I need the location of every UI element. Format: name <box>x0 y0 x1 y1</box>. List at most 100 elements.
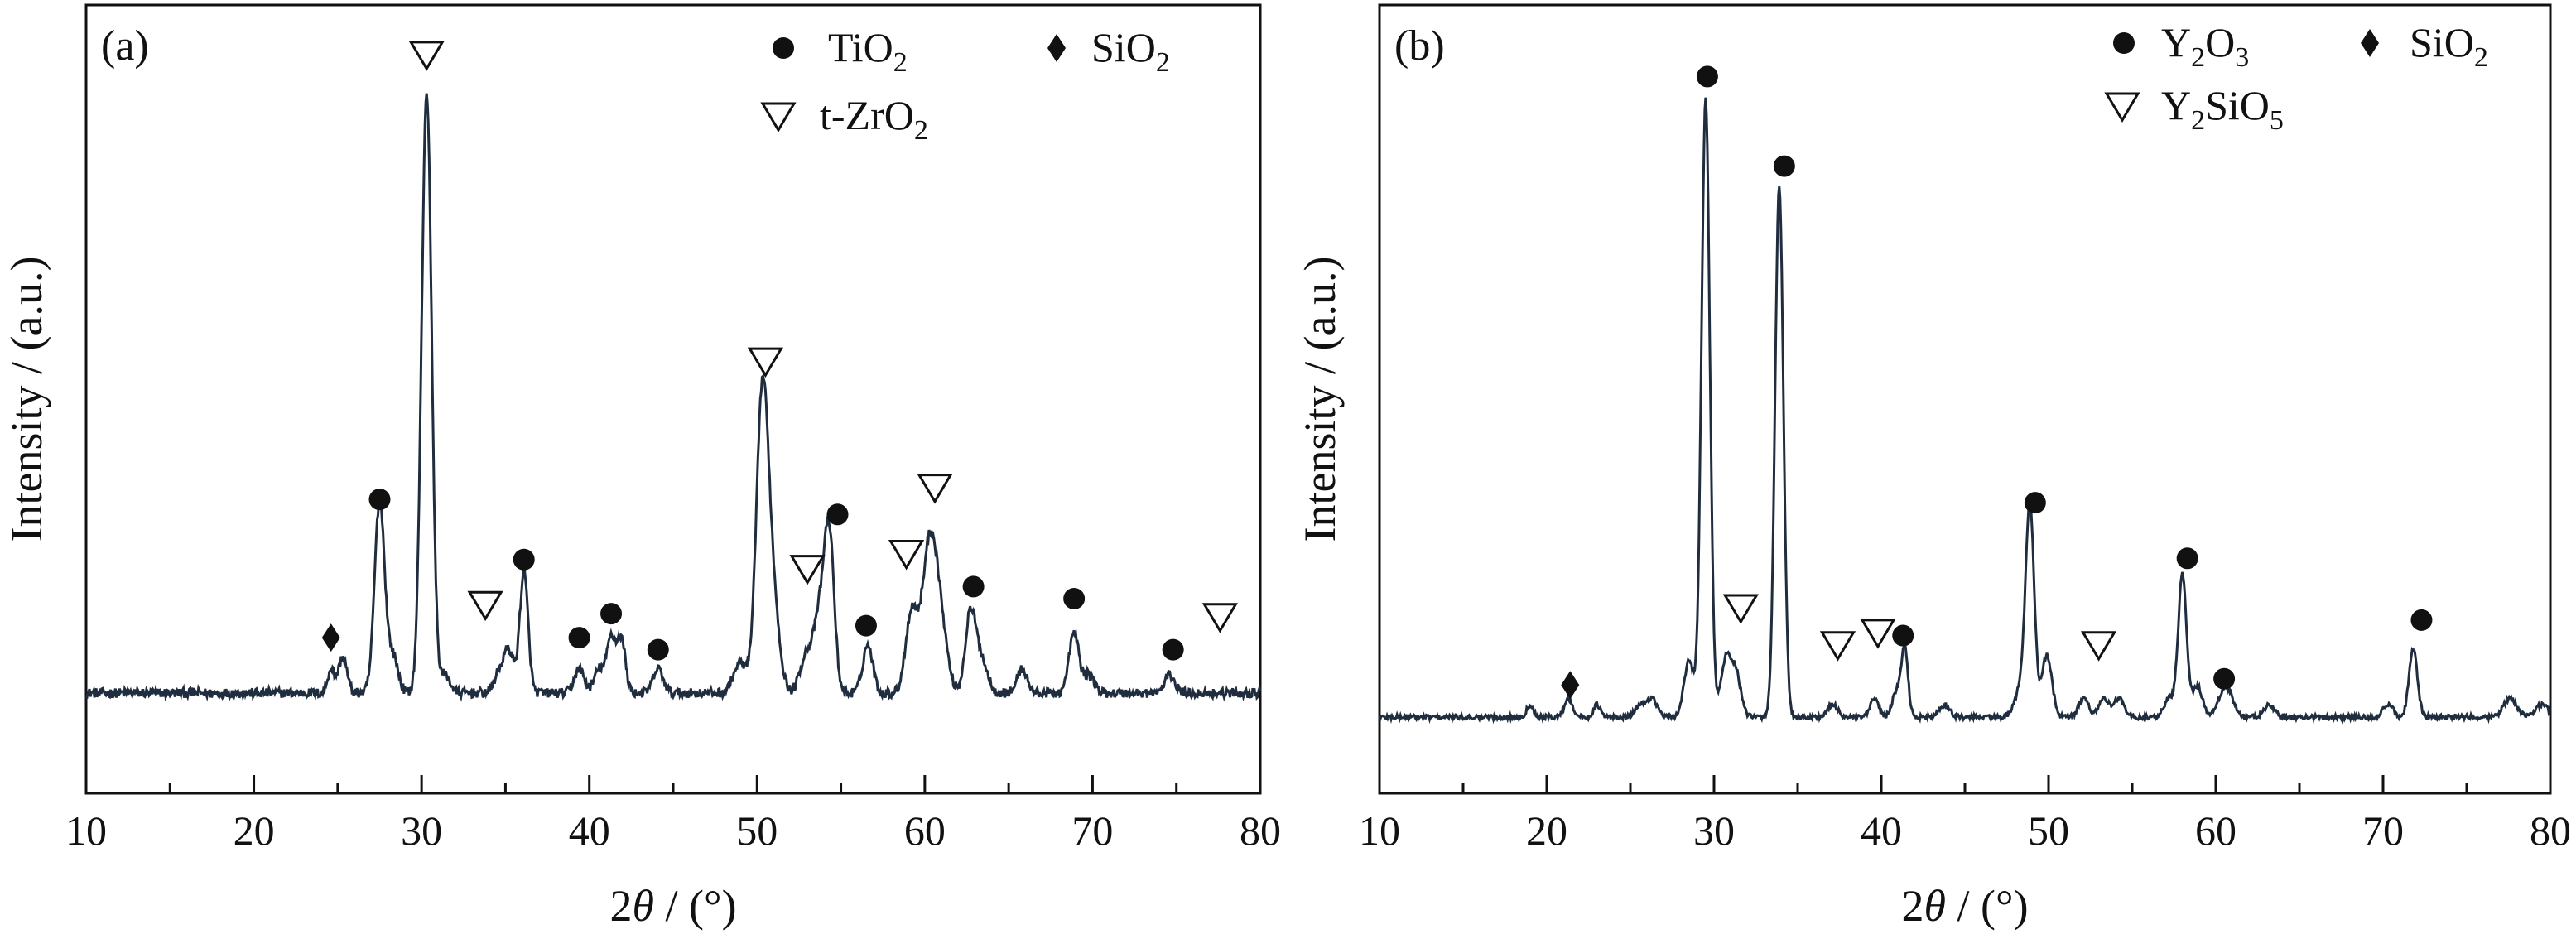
peak-marker-circle-11 <box>2213 667 2236 690</box>
legend-entry-3: Y2SiO5 <box>2161 82 2284 136</box>
panel-b-series-line <box>1378 97 2552 725</box>
panel-b-x-axis-label-prefix: 2 <box>1901 881 1924 931</box>
x-tick-label-20: 20 <box>1526 807 1567 854</box>
legend-text: SiO <box>2410 19 2474 65</box>
x-tick-label-30: 30 <box>1693 807 1735 854</box>
peak-marker-diamond-1 <box>1561 671 1580 700</box>
panel-b-x-axis-label-suffix: / (°) <box>1946 881 2029 931</box>
legend-diamond-icon <box>1047 34 1066 62</box>
peak-marker-circle-7 <box>600 603 623 625</box>
peak-marker-circle-11 <box>826 503 849 526</box>
peak-marker-triangle-18 <box>1201 603 1239 633</box>
x-tick-label-40: 40 <box>1861 807 1902 854</box>
panel-a-x-axis-label-theta: θ <box>632 881 654 931</box>
peak-marker-circle-2 <box>1696 65 1718 88</box>
legend-entry-3: t-ZrO2 <box>820 92 928 146</box>
peak-marker-circle-2 <box>368 489 391 511</box>
legend-subscript: 2 <box>1156 47 1170 78</box>
peak-marker-triangle-14 <box>917 474 953 504</box>
panel-b: (b) 10 20 30 40 50 60 70 80 2θ / (°) Intensity … <box>1295 3 2571 931</box>
panel-b-x-axis-label-theta: θ <box>1924 881 1946 931</box>
panel-a-series-line <box>85 93 1262 703</box>
panel-a: (a) 10 20 30 40 50 60 70 80 2θ / (°) Intensity … <box>2 3 1281 931</box>
x-tick-label-10: 10 <box>65 807 107 854</box>
panel-b-ticks <box>1378 775 2552 793</box>
legend-subscript: 2 <box>2191 42 2205 73</box>
legend-text: TiO <box>828 24 893 70</box>
panel-b-frame <box>1378 3 2552 795</box>
panel-b-markers <box>1561 65 2433 700</box>
legend-subscript: 2 <box>893 47 908 78</box>
peak-marker-triangle-3 <box>1722 594 1759 624</box>
legend-triangle-icon <box>2104 92 2140 123</box>
legend-subscript: 2 <box>2191 105 2205 136</box>
peak-marker-diamond-1 <box>321 623 340 652</box>
legend-circle-icon <box>773 37 794 59</box>
legend-circle-icon <box>2113 32 2135 54</box>
legend-entry-1: TiO2 <box>828 24 908 78</box>
x-tick-label-60: 60 <box>2195 807 2237 854</box>
panel-a-y-axis-label: Intensity / (a.u.) <box>2 257 51 542</box>
legend-text-tail: SiO <box>2205 82 2270 128</box>
panel-a-tick-labels: 10 20 30 40 50 60 70 80 <box>65 807 1281 854</box>
peak-marker-circle-15 <box>962 575 985 598</box>
x-tick-label-20: 20 <box>234 807 275 854</box>
peak-marker-circle-16 <box>1063 587 1086 609</box>
peak-marker-triangle-10 <box>789 555 826 585</box>
legend-triangle-icon <box>760 102 797 132</box>
x-tick-label-50: 50 <box>2028 807 2069 854</box>
x-tick-label-80: 80 <box>1240 807 1281 854</box>
peak-marker-triangle-13 <box>888 540 925 571</box>
peak-marker-triangle-3 <box>408 41 445 71</box>
x-tick-label-30: 30 <box>401 807 442 854</box>
panel-b-x-axis-label: 2θ / (°) <box>1901 881 2028 931</box>
peak-marker-circle-12 <box>855 614 877 637</box>
peak-marker-circle-7 <box>1892 624 1914 647</box>
peak-marker-circle-8 <box>647 638 669 661</box>
panel-b-y-axis-label: Intensity / (a.u.) <box>1295 257 1345 542</box>
legend-entry-1: Y2O3 <box>2161 19 2249 73</box>
peak-marker-circle-12 <box>2410 609 2433 631</box>
panel-a-x-axis-label-prefix: 2 <box>609 881 632 931</box>
x-tick-label-60: 60 <box>904 807 946 854</box>
panel-a-label: (a) <box>101 22 149 70</box>
peak-marker-circle-10 <box>2176 547 2198 570</box>
x-tick-label-80: 80 <box>2530 807 2571 854</box>
peak-marker-circle-8 <box>2024 492 2046 514</box>
peak-marker-triangle-4 <box>467 590 503 622</box>
panel-b-tick-labels: 10 20 30 40 50 60 70 80 <box>1359 807 2571 854</box>
x-tick-label-40: 40 <box>569 807 610 854</box>
legend-text: t-ZrO <box>820 92 914 138</box>
legend-entry-2: SiO2 <box>1091 24 1170 78</box>
legend-text: Y <box>2161 19 2191 65</box>
panel-a-markers <box>321 41 1239 661</box>
panel-a-x-axis-label-suffix: / (°) <box>654 881 737 931</box>
peak-marker-circle-17 <box>1162 638 1184 661</box>
legend-entry-2: SiO2 <box>2410 19 2488 73</box>
legend-subscript: 2 <box>914 115 928 146</box>
peak-marker-triangle-9 <box>2080 631 2117 662</box>
x-tick-label-70: 70 <box>2362 807 2404 854</box>
panel-a-ticks <box>84 775 1262 793</box>
legend-subscript: 2 <box>2474 42 2488 73</box>
panel-b-label: (b) <box>1394 22 1445 70</box>
legend-text-tail: O <box>2205 19 2235 65</box>
peak-marker-triangle-9 <box>747 347 784 378</box>
legend-subscript-2: 5 <box>2270 105 2284 136</box>
panel-a-x-axis-label: 2θ / (°) <box>609 881 736 931</box>
peak-marker-triangle-6 <box>1860 619 1896 649</box>
legend-subscript-2: 3 <box>2235 42 2249 73</box>
x-tick-label-10: 10 <box>1359 807 1400 854</box>
peak-marker-circle-4 <box>1773 155 1795 177</box>
peak-marker-circle-5 <box>513 548 535 571</box>
legend-text: Y <box>2161 82 2191 128</box>
x-tick-label-70: 70 <box>1071 807 1113 854</box>
legend-text: SiO <box>1091 24 1156 70</box>
legend-diamond-icon <box>2361 29 2379 57</box>
x-tick-label-50: 50 <box>736 807 778 854</box>
peak-marker-circle-6 <box>568 627 590 649</box>
